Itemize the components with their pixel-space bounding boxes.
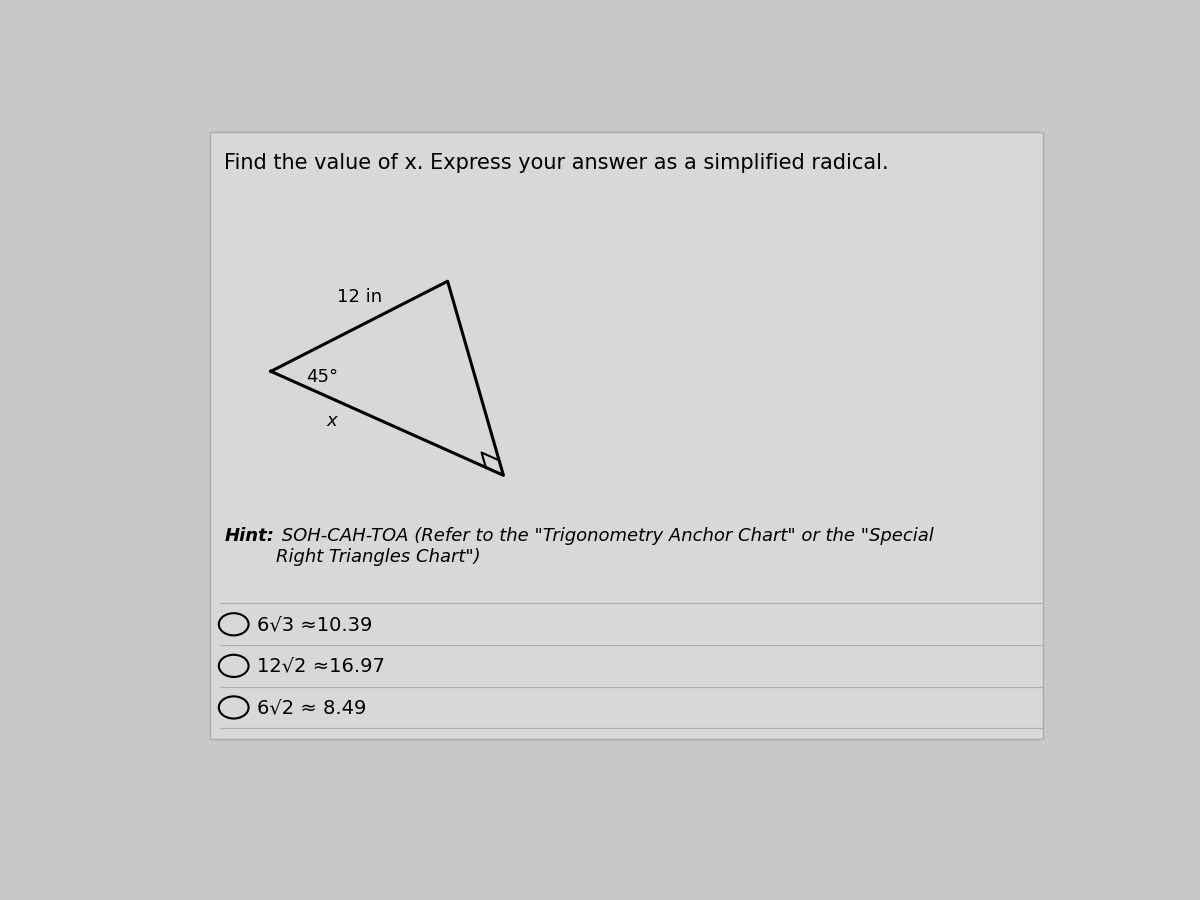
Text: Find the value of x. Express your answer as a simplified radical.: Find the value of x. Express your answer…: [224, 153, 889, 173]
Text: 6√2 ≈ 8.49: 6√2 ≈ 8.49: [257, 698, 366, 717]
Text: 12 in: 12 in: [337, 287, 382, 305]
Text: 6√3 ≈10.39: 6√3 ≈10.39: [257, 615, 372, 634]
Text: Hint:: Hint:: [224, 527, 275, 545]
Text: 45°: 45°: [306, 368, 338, 386]
FancyBboxPatch shape: [210, 132, 1043, 739]
Text: x: x: [326, 411, 337, 429]
Text: SOH-CAH-TOA (Refer to the "Trigonometry Anchor Chart" or the "Special
Right Tria: SOH-CAH-TOA (Refer to the "Trigonometry …: [276, 527, 934, 566]
Text: 12√2 ≈16.97: 12√2 ≈16.97: [257, 656, 385, 675]
